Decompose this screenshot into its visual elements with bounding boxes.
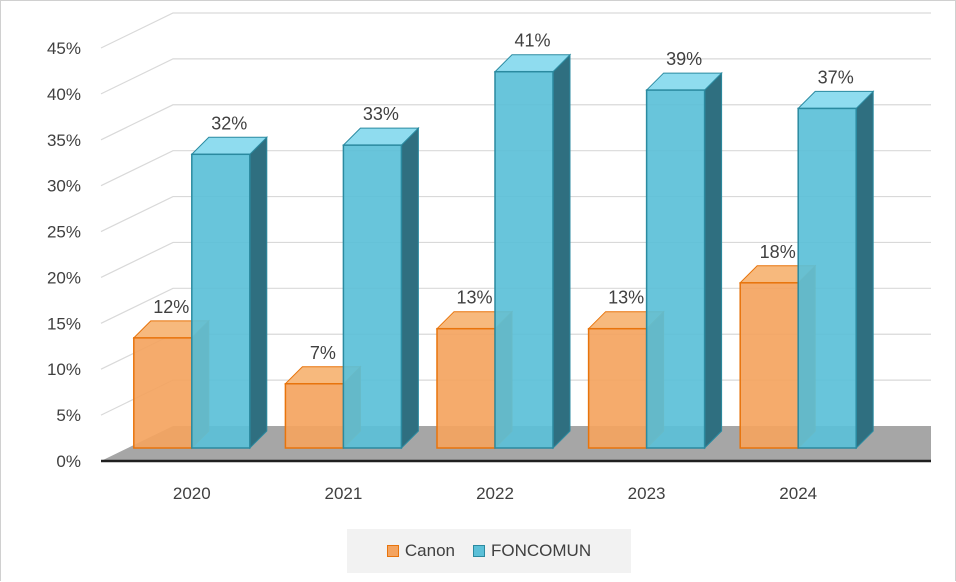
legend-item-foncomun: FONCOMUN	[473, 541, 591, 561]
legend-label-canon: Canon	[404, 541, 455, 560]
bar-foncomun-2023	[645, 89, 706, 449]
y-tick-label: 30%	[47, 177, 81, 196]
bar-foncomun-2022	[494, 70, 554, 449]
data-label-canon-2020: 12%	[153, 297, 189, 317]
bar-side-foncomun-2021	[400, 126, 419, 450]
data-label-canon-2024: 18%	[760, 242, 796, 262]
y-tick-label: 45%	[47, 39, 81, 58]
bar-canon-2022	[436, 327, 496, 449]
y-tick-label: 10%	[47, 360, 81, 379]
bar-canon-2021	[284, 383, 345, 449]
legend: Canon FONCOMUN	[347, 529, 631, 573]
bar-foncomun-2021	[342, 144, 403, 449]
data-label-canon-2023: 13%	[608, 288, 644, 308]
data-label-foncomun-2023: 39%	[666, 49, 702, 69]
y-tick-label: 35%	[47, 131, 81, 150]
data-label-foncomun-2024: 37%	[818, 67, 854, 87]
legend-label-foncomun: FONCOMUN	[491, 541, 592, 560]
x-tick-label-2023: 2023	[628, 484, 666, 503]
bar-side-foncomun-2024	[855, 90, 874, 450]
bar-side-foncomun-2022	[552, 53, 571, 450]
bar-foncomun-2024	[797, 107, 857, 449]
legend-item-canon: Canon	[386, 541, 455, 561]
gridline	[100, 12, 931, 49]
bar-canon-2020	[133, 337, 193, 449]
x-tick-label-2022: 2022	[476, 484, 514, 503]
data-label-canon-2021: 7%	[310, 343, 336, 363]
bar-canon-2023	[587, 327, 648, 449]
y-tick-label: 20%	[47, 268, 81, 287]
legend-swatch-canon	[386, 545, 399, 557]
data-label-canon-2022: 13%	[456, 288, 492, 308]
y-tick-label: 40%	[47, 85, 81, 104]
y-tick-label: 5%	[56, 406, 81, 425]
x-tick-label-2024: 2024	[779, 484, 817, 503]
y-tick-label: 15%	[47, 314, 81, 333]
bar-side-foncomun-2023	[704, 71, 723, 450]
bar-canon-2024	[739, 282, 799, 449]
gridline	[100, 58, 931, 95]
data-label-foncomun-2021: 33%	[363, 104, 399, 124]
x-tick-label-2020: 2020	[173, 484, 211, 503]
bar-side-foncomun-2020	[249, 136, 268, 450]
bar-foncomun-2020	[191, 153, 251, 449]
x-tick-label-2021: 2021	[324, 484, 362, 503]
y-tick-label: 0%	[56, 452, 81, 471]
legend-swatch-foncomun	[473, 545, 485, 557]
data-label-foncomun-2022: 41%	[514, 31, 550, 51]
data-label-foncomun-2020: 32%	[211, 113, 247, 133]
y-tick-label: 25%	[47, 223, 81, 242]
